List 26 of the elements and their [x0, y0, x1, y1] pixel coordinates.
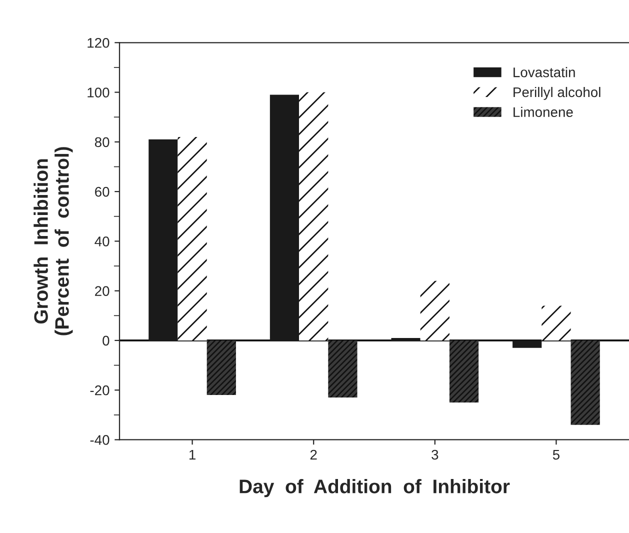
bar — [299, 92, 328, 340]
x-tick-label: 3 — [432, 450, 438, 460]
bar — [178, 136, 207, 340]
y-tick-label: -40 — [90, 435, 110, 445]
legend-label: Limonene — [514, 106, 573, 118]
y-tick-label: 60 — [95, 186, 110, 197]
bar — [570, 340, 600, 425]
y-tick-label: 120 — [88, 38, 110, 48]
bar — [542, 306, 571, 340]
legend-label: Perillyl alcohol — [514, 86, 600, 100]
bar — [206, 340, 236, 396]
y-axis-title: Growth Inhibition (Percent of control) — [34, 147, 73, 336]
x-tick-label: 5 — [552, 450, 560, 460]
x-tick-label: 1 — [189, 450, 196, 460]
y-tick-label: 80 — [94, 137, 110, 148]
y-tick-label: -20 — [90, 385, 110, 396]
x-tick-label: 2 — [310, 450, 317, 460]
bar — [420, 280, 450, 340]
y-tick-label: 100 — [88, 88, 110, 98]
legend-label: Lovastatin — [514, 67, 575, 78]
bar — [449, 340, 479, 402]
y-tick-label: 20 — [95, 286, 110, 296]
bar — [328, 340, 358, 398]
x-axis-title: Day of Addition of Inhibitor — [240, 479, 510, 498]
y-tick-label: 0 — [102, 336, 110, 346]
y-tick-label: 40 — [94, 236, 110, 246]
